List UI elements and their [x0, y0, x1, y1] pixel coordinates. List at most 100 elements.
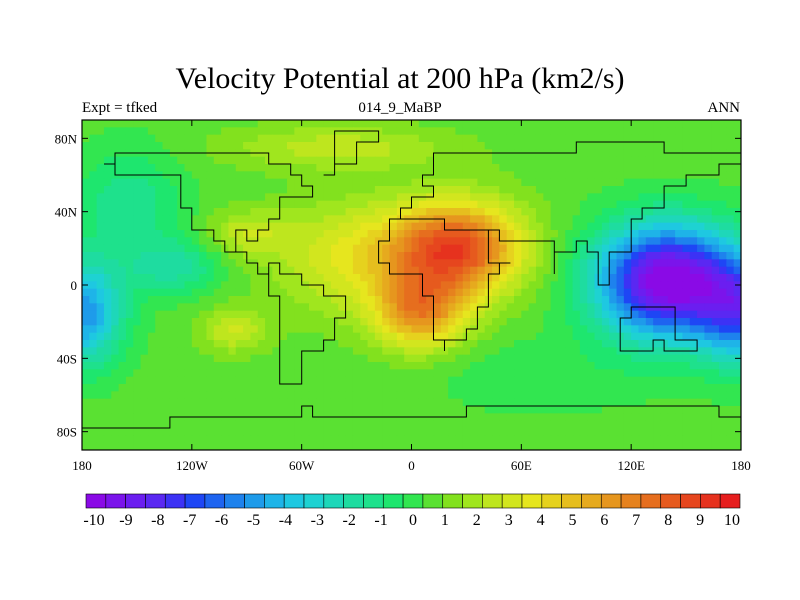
field-cell — [367, 332, 376, 341]
field-cell — [557, 186, 566, 194]
field-cell — [645, 156, 654, 165]
field-cell — [667, 252, 676, 260]
field-cell — [535, 340, 544, 348]
field-cell — [82, 398, 90, 407]
field-cell — [543, 164, 552, 172]
field-cell — [396, 310, 405, 319]
field-cell — [213, 376, 222, 385]
field-cell — [221, 215, 230, 224]
field-cell — [140, 318, 149, 326]
field-cell — [726, 120, 735, 128]
field-cell — [719, 281, 727, 290]
field-cell — [418, 332, 427, 341]
field-cell — [484, 266, 493, 275]
field-cell — [118, 420, 127, 429]
field-cell — [89, 230, 98, 238]
field-cell — [228, 406, 237, 414]
field-cell — [477, 222, 486, 231]
field-cell — [82, 193, 90, 202]
field-cell — [162, 318, 171, 326]
field-cell — [155, 281, 164, 290]
field-cell — [389, 244, 398, 253]
field-cell — [601, 428, 610, 436]
field-cell — [169, 259, 178, 268]
field-cell — [118, 318, 127, 326]
field-cell — [667, 318, 676, 326]
field-cell — [623, 288, 632, 297]
field-cell — [711, 208, 720, 216]
field-cell — [697, 398, 705, 407]
field-cell — [579, 325, 588, 334]
field-cell — [265, 127, 273, 136]
field-cell — [199, 186, 208, 194]
field-cell — [440, 127, 449, 136]
field-cell — [96, 186, 105, 194]
field-cell — [616, 435, 625, 444]
field-cell — [82, 186, 90, 194]
field-cell — [448, 420, 457, 429]
field-cell — [257, 296, 266, 304]
field-cell — [675, 266, 684, 275]
y-tick-label: 40S — [57, 351, 77, 366]
field-cell — [601, 325, 610, 334]
field-cell — [609, 230, 618, 238]
field-cell — [726, 274, 735, 282]
field-cell — [499, 186, 508, 194]
field-cell — [155, 288, 164, 297]
field-cell — [462, 354, 471, 363]
field-cell — [579, 420, 588, 429]
field-cell — [272, 428, 281, 436]
field-cell — [448, 193, 457, 202]
field-cell — [191, 127, 200, 136]
field-cell — [235, 200, 244, 209]
field-cell — [455, 178, 464, 187]
field-cell — [631, 442, 640, 450]
field-cell — [660, 288, 669, 297]
field-cell — [243, 340, 252, 348]
field-cell — [653, 200, 662, 209]
field-cell — [579, 127, 588, 136]
field-cell — [697, 127, 705, 136]
field-cell — [411, 230, 420, 238]
field-cell — [616, 384, 625, 392]
field-cell — [543, 200, 552, 209]
field-cell — [645, 274, 654, 282]
field-cell — [352, 134, 361, 143]
field-cell — [96, 369, 105, 378]
field-cell — [396, 281, 405, 290]
field-cell — [682, 164, 691, 172]
field-cell — [572, 435, 581, 444]
y-tick-label: 0 — [71, 278, 78, 293]
field-cell — [689, 193, 698, 202]
field-cell — [711, 252, 720, 260]
colorbar-label: 10 — [724, 512, 740, 529]
field-cell — [345, 259, 354, 268]
field-cell — [645, 259, 654, 268]
field-cell — [367, 200, 376, 209]
field-cell — [506, 164, 515, 172]
field-cell — [704, 435, 713, 444]
field-cell — [147, 266, 156, 275]
field-cell — [184, 288, 193, 297]
field-cell — [213, 296, 222, 304]
field-cell — [594, 303, 603, 312]
field-cell — [389, 120, 398, 128]
field-cell — [514, 215, 522, 224]
field-cell — [250, 266, 259, 275]
field-cell — [550, 354, 559, 363]
field-cell — [301, 442, 310, 450]
field-cell — [199, 362, 208, 370]
field-cell — [492, 310, 500, 319]
field-cell — [125, 303, 134, 312]
field-cell — [704, 296, 713, 304]
field-cell — [484, 406, 493, 414]
field-cell — [199, 134, 208, 143]
field-cell — [199, 384, 208, 392]
field-cell — [228, 288, 237, 297]
field-cell — [96, 376, 105, 385]
field-cell — [528, 340, 537, 348]
field-cell — [719, 178, 727, 187]
field-cell — [638, 193, 647, 202]
field-cell — [111, 398, 120, 407]
field-cell — [184, 244, 193, 253]
